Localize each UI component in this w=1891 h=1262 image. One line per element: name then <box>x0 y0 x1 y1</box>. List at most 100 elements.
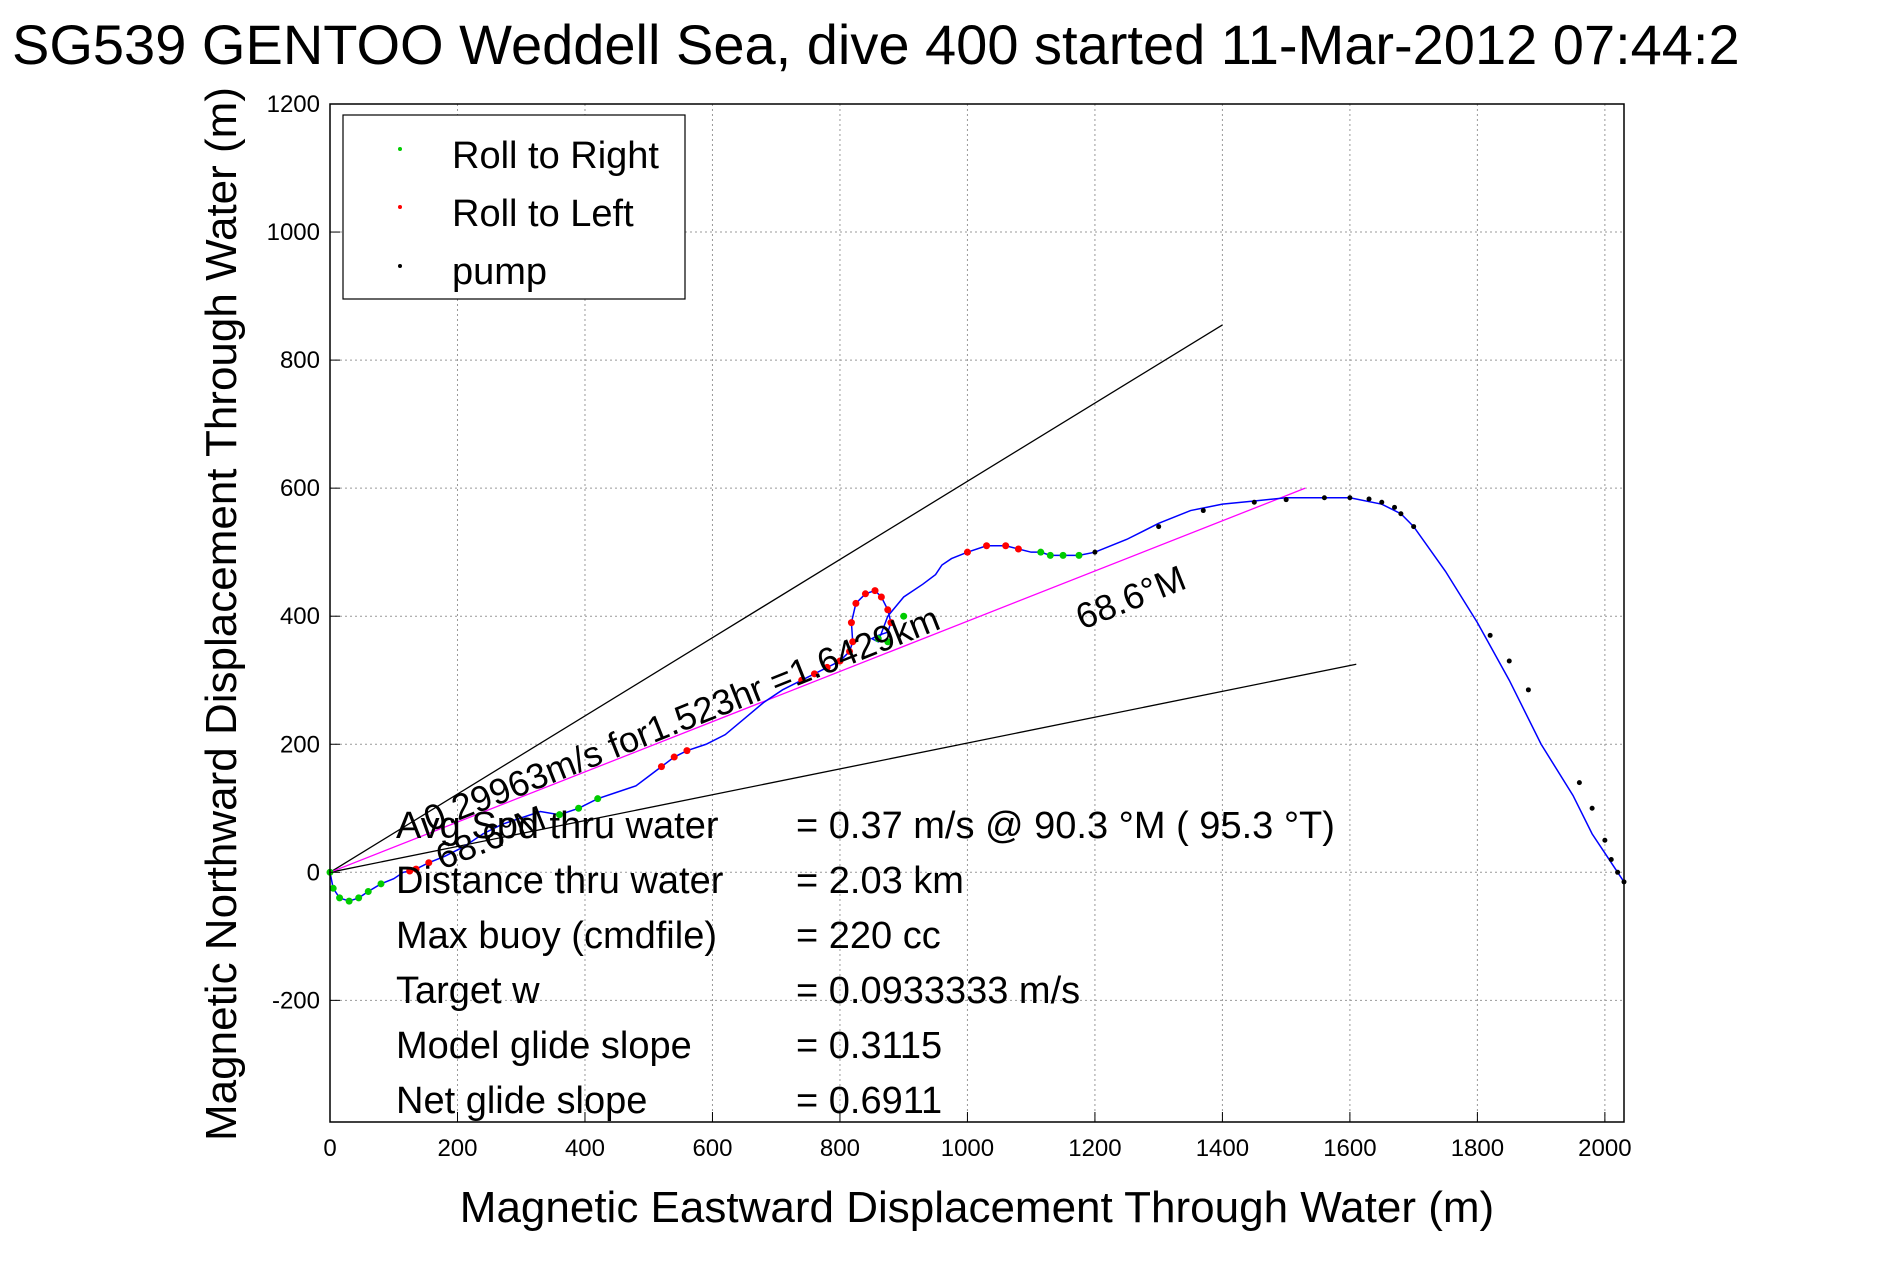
y-tick-label: 600 <box>280 475 320 502</box>
plot-frame <box>329 103 1625 1123</box>
stat-label: Avg Spd thru water <box>396 805 719 847</box>
y-axis-label: Magnetic Northward Displacement Through … <box>197 87 246 1141</box>
roll-left-point <box>884 606 892 614</box>
roll-left-point <box>425 859 433 867</box>
y-tick-label: 800 <box>280 347 320 374</box>
reference-lines <box>329 324 1357 873</box>
x-tick-label: 1000 <box>941 1135 994 1162</box>
roll-right-point <box>1075 551 1083 559</box>
roll-left-point <box>1014 545 1022 553</box>
roll-left-point <box>849 638 857 646</box>
y-axis-ticks: -200 0 200 400 600 800 1000 1200 <box>267 91 340 1014</box>
roll-left-point <box>846 647 854 655</box>
roll-left-point <box>887 619 895 627</box>
roll-left-point <box>406 867 414 875</box>
stat-label: Model glide slope <box>396 1025 692 1067</box>
legend-label-roll-left: Roll to Left <box>452 193 634 235</box>
pump-point <box>1608 856 1614 862</box>
pump-point <box>1411 524 1417 530</box>
y-tick-label: 0 <box>307 859 320 886</box>
x-tick-label: 800 <box>820 1135 860 1162</box>
pump-point <box>1251 499 1257 505</box>
roll-right-point <box>884 638 892 646</box>
roll-left-point <box>847 619 855 627</box>
pump-point <box>1615 869 1621 875</box>
data-series <box>326 495 1627 905</box>
legend: Roll to Right Roll to Left pump <box>342 114 686 300</box>
x-tick-label: 600 <box>692 1135 732 1162</box>
y-tick-label: 200 <box>280 731 320 758</box>
roll-right-point <box>594 795 602 803</box>
roll-right-point <box>575 804 583 812</box>
roll-left-point <box>861 590 869 598</box>
y-tick-label: 1200 <box>267 91 320 118</box>
x-axis-label: Magnetic Eastward Displacement Through W… <box>460 1183 1494 1232</box>
roll-left-point <box>983 542 991 550</box>
roll-left-point <box>683 747 691 755</box>
x-tick-label: 400 <box>565 1135 605 1162</box>
reference-line-cone-upper <box>329 324 1223 873</box>
roll-left-point <box>798 676 806 684</box>
pump-point <box>1602 837 1608 843</box>
roll-right-point <box>329 884 337 892</box>
pump-point <box>1576 780 1582 786</box>
roll-left-point <box>670 753 678 761</box>
roll-left-point <box>852 599 860 607</box>
legend-label-roll-right: Roll to Right <box>452 135 659 177</box>
roll-right-point <box>1046 551 1054 559</box>
roll-right-point <box>555 811 563 819</box>
pump-point <box>1283 497 1289 503</box>
stat-label: Max buoy (cmdfile) <box>396 915 717 957</box>
pump-point <box>1379 499 1385 505</box>
roll-left-point <box>871 587 879 595</box>
y-tick-label: 1000 <box>267 219 320 246</box>
x-tick-label: 2000 <box>1578 1135 1631 1162</box>
stat-label: Target w <box>396 970 540 1012</box>
legend-marker-pump <box>398 264 402 268</box>
pump-point <box>1398 511 1404 517</box>
roll-left-point <box>1002 542 1010 550</box>
y-tick-label: 400 <box>280 603 320 630</box>
pump-point <box>1589 805 1595 811</box>
roll-right-point <box>377 880 385 888</box>
roll-right-point <box>364 888 372 896</box>
dive-stats-block: Avg Spd thru water = 0.37 m/s @ 90.3 °M (… <box>396 805 1335 1122</box>
x-tick-label: 1200 <box>1068 1135 1121 1162</box>
reference-line-cone-lower <box>329 663 1357 873</box>
legend-marker-roll-left <box>398 205 402 209</box>
x-tick-label: 1400 <box>1196 1135 1249 1162</box>
pump-point <box>1506 658 1512 664</box>
stat-label: Net glide slope <box>396 1080 647 1122</box>
y-tick-label: -200 <box>272 987 320 1014</box>
stat-value: = 0.0933333 m/s <box>796 970 1080 1012</box>
stat-label: Distance thru water <box>396 860 724 902</box>
stat-value: = 2.03 km <box>796 860 964 902</box>
pump-point <box>1392 504 1398 510</box>
roll-left-point <box>963 548 971 556</box>
pump-point <box>1366 496 1372 502</box>
pump-point <box>1092 549 1098 555</box>
stat-value: = 0.37 m/s @ 90.3 °M ( 95.3 °T) <box>796 805 1335 847</box>
reference-line-course <box>329 487 1306 873</box>
pump-point <box>1347 495 1353 501</box>
roll-left-point <box>810 670 818 678</box>
roll-right-point <box>355 894 363 902</box>
chart-title: SG539 GENTOO Weddell Sea, dive 400 start… <box>12 13 1740 76</box>
roll-left-point <box>823 663 831 671</box>
legend-marker-roll-right <box>398 147 402 151</box>
pump-point <box>1487 632 1493 638</box>
roll-left-point <box>657 763 665 771</box>
roll-left-point <box>836 657 844 665</box>
pump-point <box>1200 508 1206 514</box>
x-tick-label: 1600 <box>1323 1135 1376 1162</box>
roll-right-point <box>1059 551 1067 559</box>
stat-value: = 0.3115 <box>796 1025 942 1067</box>
roll-left-point <box>412 865 420 873</box>
stat-value: = 220 cc <box>796 915 941 957</box>
legend-label-pump: pump <box>452 251 547 293</box>
x-axis-ticks: 0 200 400 600 800 1000 1200 1400 1600 1800 2000 <box>323 1112 1632 1162</box>
roll-right-point <box>336 894 344 902</box>
stat-value: = 0.6911 <box>796 1080 942 1122</box>
roll-left-point <box>877 593 885 601</box>
